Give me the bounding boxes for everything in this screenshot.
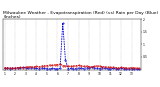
Text: Milwaukee Weather - Evapotranspiration (Red) (vs) Rain per Day (Blue) (Inches): Milwaukee Weather - Evapotranspiration (… — [3, 11, 158, 19]
